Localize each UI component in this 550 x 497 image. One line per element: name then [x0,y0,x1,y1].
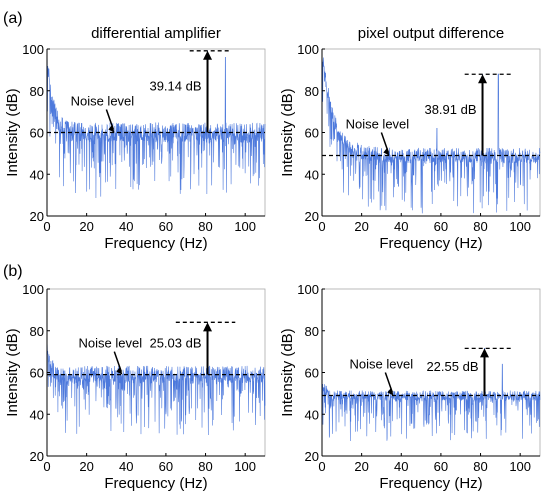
y-tick-label: 20 [30,449,44,464]
x-tick-label: 80 [198,459,212,474]
noise-label: Noise level [350,356,414,371]
x-tick-label: 40 [394,219,408,234]
delta-label: 38.91 dB [424,102,476,117]
delta-label: 25.03 dB [149,335,201,350]
y-tick-label: 20 [305,449,319,464]
spectrum-line [321,50,541,214]
y-tick-label: 100 [297,282,319,297]
x-tick-label: 0 [318,459,325,474]
noise-label: Noise level [79,336,143,351]
x-tick-label: 20 [354,459,368,474]
delta-arrowhead [480,348,490,358]
x-tick-label: 0 [318,219,325,234]
y-axis-label: Intensity (dB) [279,328,296,416]
x-axis-label: Frequency (Hz) [379,475,482,492]
x-tick-label: 20 [79,459,93,474]
panel-title: differential amplifier [91,25,221,42]
x-tick-label: 60 [434,219,448,234]
y-tick-label: 80 [305,84,319,99]
x-tick-label: 80 [473,459,487,474]
noise-pointer-head [387,387,394,396]
x-tick-label: 100 [234,459,256,474]
row-label-a: (a) [3,10,23,27]
spectrum-line [46,50,266,198]
y-tick-label: 20 [30,209,44,224]
noise-label-bg [70,334,151,351]
y-axis-label: Intensity (dB) [279,88,296,176]
delta-arrowhead [203,322,213,332]
x-axis-label: Frequency (Hz) [104,235,207,252]
noise-label-bg [337,115,418,132]
delta-label: 39.14 dB [149,79,201,94]
noise-pointer-head [383,147,390,156]
delta-label-bg [147,77,204,94]
delta-label-bg [422,100,479,117]
x-tick-label: 80 [198,219,212,234]
noise-label: Noise level [346,116,410,131]
x-axis-label: Frequency (Hz) [104,475,207,492]
y-tick-label: 40 [30,407,44,422]
delta-arrowhead [478,74,488,84]
x-tick-label: 100 [509,219,531,234]
noise-pointer-head [116,366,123,375]
y-tick-label: 60 [30,126,44,141]
delta-label-bg [424,357,481,374]
x-tick-label: 40 [394,459,408,474]
x-tick-label: 20 [354,219,368,234]
y-tick-label: 100 [22,42,44,57]
y-tick-label: 60 [30,366,44,381]
x-tick-label: 100 [509,459,531,474]
noise-label-bg [341,355,422,372]
noise-pointer-head [108,124,115,133]
y-tick-label: 100 [22,282,44,297]
x-tick-label: 20 [79,219,93,234]
panel-title: pixel output difference [358,25,505,42]
y-tick-label: 60 [305,366,319,381]
y-tick-label: 40 [305,407,319,422]
noise-label-bg [62,92,143,109]
x-tick-label: 100 [234,219,256,234]
y-tick-label: 60 [305,126,319,141]
y-tick-label: 20 [305,209,319,224]
y-axis-label: Intensity (dB) [4,88,21,176]
x-tick-label: 80 [473,219,487,234]
x-tick-label: 60 [434,459,448,474]
spectrum-line [46,322,266,436]
noise-label: Noise level [71,94,135,109]
x-axis-label: Frequency (Hz) [379,235,482,252]
delta-arrowhead [203,50,213,60]
delta-label-bg [147,334,204,351]
y-tick-label: 100 [297,42,319,57]
plot-area [321,48,541,217]
delta-label: 22.55 dB [426,359,478,374]
y-tick-label: 40 [30,167,44,182]
y-tick-label: 80 [305,324,319,339]
y-tick-label: 80 [30,84,44,99]
spectrum-line [321,348,541,441]
y-axis-label: Intensity (dB) [4,328,21,416]
row-label-b: (b) [3,263,23,280]
x-tick-label: 0 [43,459,50,474]
x-tick-label: 40 [119,459,133,474]
x-tick-label: 60 [159,219,173,234]
y-tick-label: 40 [305,167,319,182]
x-tick-label: 60 [159,459,173,474]
x-tick-label: 0 [43,219,50,234]
x-tick-label: 40 [119,219,133,234]
y-tick-label: 80 [30,324,44,339]
